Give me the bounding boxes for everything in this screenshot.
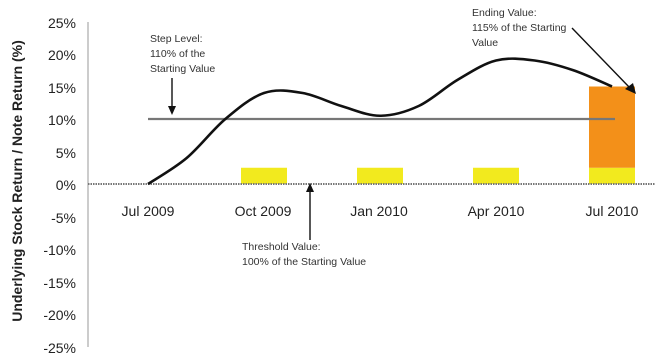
x-tick-label: Apr 2010: [468, 203, 525, 219]
step-level-arrowhead: [168, 106, 176, 115]
ending-value-arrowhead: [625, 83, 636, 94]
ending-value-arrow: [571, 27, 631, 89]
annotation-ending-value: Ending Value: 115% of the Starting Value: [472, 7, 636, 94]
upside-bar: [589, 86, 635, 168]
y-tick-label: -20%: [43, 307, 76, 323]
coupon-bar: [589, 167, 635, 184]
annotation-step-level: Step Level: 110% of the Starting Value: [150, 33, 215, 115]
y-axis-title: Underlying Stock Return / Note Return (%…: [9, 40, 25, 322]
x-tick-label: Jul 2009: [122, 203, 175, 219]
ending-value-line1: Ending Value:: [472, 7, 537, 19]
annotation-threshold-value: Threshold Value: 100% of the Starting Va…: [242, 183, 366, 268]
x-tick-label: Oct 2009: [235, 203, 292, 219]
step-level-line2: 110% of the: [150, 48, 205, 60]
y-tick-label: 5%: [56, 145, 76, 161]
y-tick-label: 15%: [48, 80, 76, 96]
y-tick-label: -10%: [43, 242, 76, 258]
ending-value-line3: Value: [472, 37, 498, 49]
coupon-bar: [241, 167, 287, 184]
y-tick-label: -15%: [43, 275, 76, 291]
coupon-bar: [473, 167, 519, 184]
threshold-line1: Threshold Value:: [242, 241, 321, 253]
stock-return-line: [147, 57, 613, 186]
bars-group: [241, 86, 635, 184]
step-level-line1: Step Level:: [150, 33, 203, 45]
y-tick-labels: 25% 20% 15% 10% 5% 0% -5% -10% -15% -20%…: [43, 15, 76, 355]
x-tick-label: Jul 2010: [586, 203, 639, 219]
x-tick-label: Jan 2010: [350, 203, 408, 219]
threshold-line2: 100% of the Starting Value: [242, 256, 366, 268]
y-tick-label: 10%: [48, 112, 76, 128]
series-group: [147, 57, 613, 186]
threshold-arrowhead: [306, 183, 314, 192]
y-tick-label: 25%: [48, 15, 76, 31]
ending-value-line2: 115% of the Starting: [472, 22, 567, 34]
coupon-bar: [357, 167, 403, 184]
x-tick-labels: Jul 2009 Oct 2009 Jan 2010 Apr 2010 Jul …: [122, 203, 639, 219]
y-tick-label: 0%: [56, 177, 76, 193]
y-tick-label: -5%: [51, 210, 76, 226]
y-tick-label: 20%: [48, 47, 76, 63]
step-level-line3: Starting Value: [150, 63, 215, 75]
y-tick-label: -25%: [43, 340, 76, 355]
